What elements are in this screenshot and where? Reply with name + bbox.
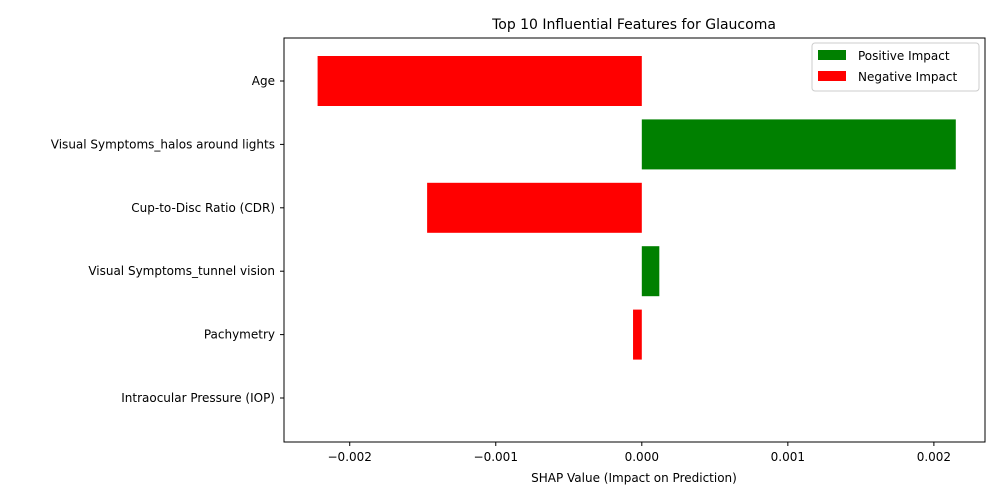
bar-1: [317, 56, 642, 106]
y-tick-label: Age: [252, 74, 275, 88]
legend-frame: [811, 42, 980, 92]
x-tick-label: 0.000: [625, 450, 659, 464]
x-tick-label: 0.002: [917, 450, 951, 464]
y-tick-label: Visual Symptoms_tunnel vision: [88, 264, 275, 278]
legend: Positive Impact Negative Impact: [811, 42, 980, 92]
y-tick-label: Intraocular Pressure (IOP): [121, 391, 275, 405]
x-axis-label: SHAP Value (Impact on Prediction): [531, 471, 737, 485]
bar-5: [633, 309, 642, 360]
x-tick-label: −0.001: [474, 450, 518, 464]
x-axis: −0.002 −0.001 0.000 0.001 0.002: [328, 442, 951, 464]
legend-label-positive: Positive Impact: [858, 49, 950, 63]
y-axis: Age Visual Symptoms_halos around lights Cu…: [51, 74, 284, 405]
bars: [317, 56, 956, 360]
legend-swatch-negative: [818, 71, 846, 81]
chart-title: Top 10 Influential Features for Glaucoma: [491, 17, 776, 33]
y-tick-label: Cup-to-Disc Ratio (CDR): [131, 201, 275, 215]
bar-2: [641, 119, 956, 170]
legend-label-negative: Negative Impact: [858, 70, 957, 84]
bar-3: [427, 182, 642, 233]
x-tick-label: −0.002: [328, 450, 372, 464]
y-tick-label: Pachymetry: [204, 328, 275, 342]
bar-4: [641, 246, 660, 297]
legend-swatch-positive: [818, 50, 846, 60]
x-tick-label: 0.001: [771, 450, 805, 464]
plot-frame: [283, 37, 986, 443]
y-tick-label: Visual Symptoms_halos around lights: [51, 137, 275, 151]
